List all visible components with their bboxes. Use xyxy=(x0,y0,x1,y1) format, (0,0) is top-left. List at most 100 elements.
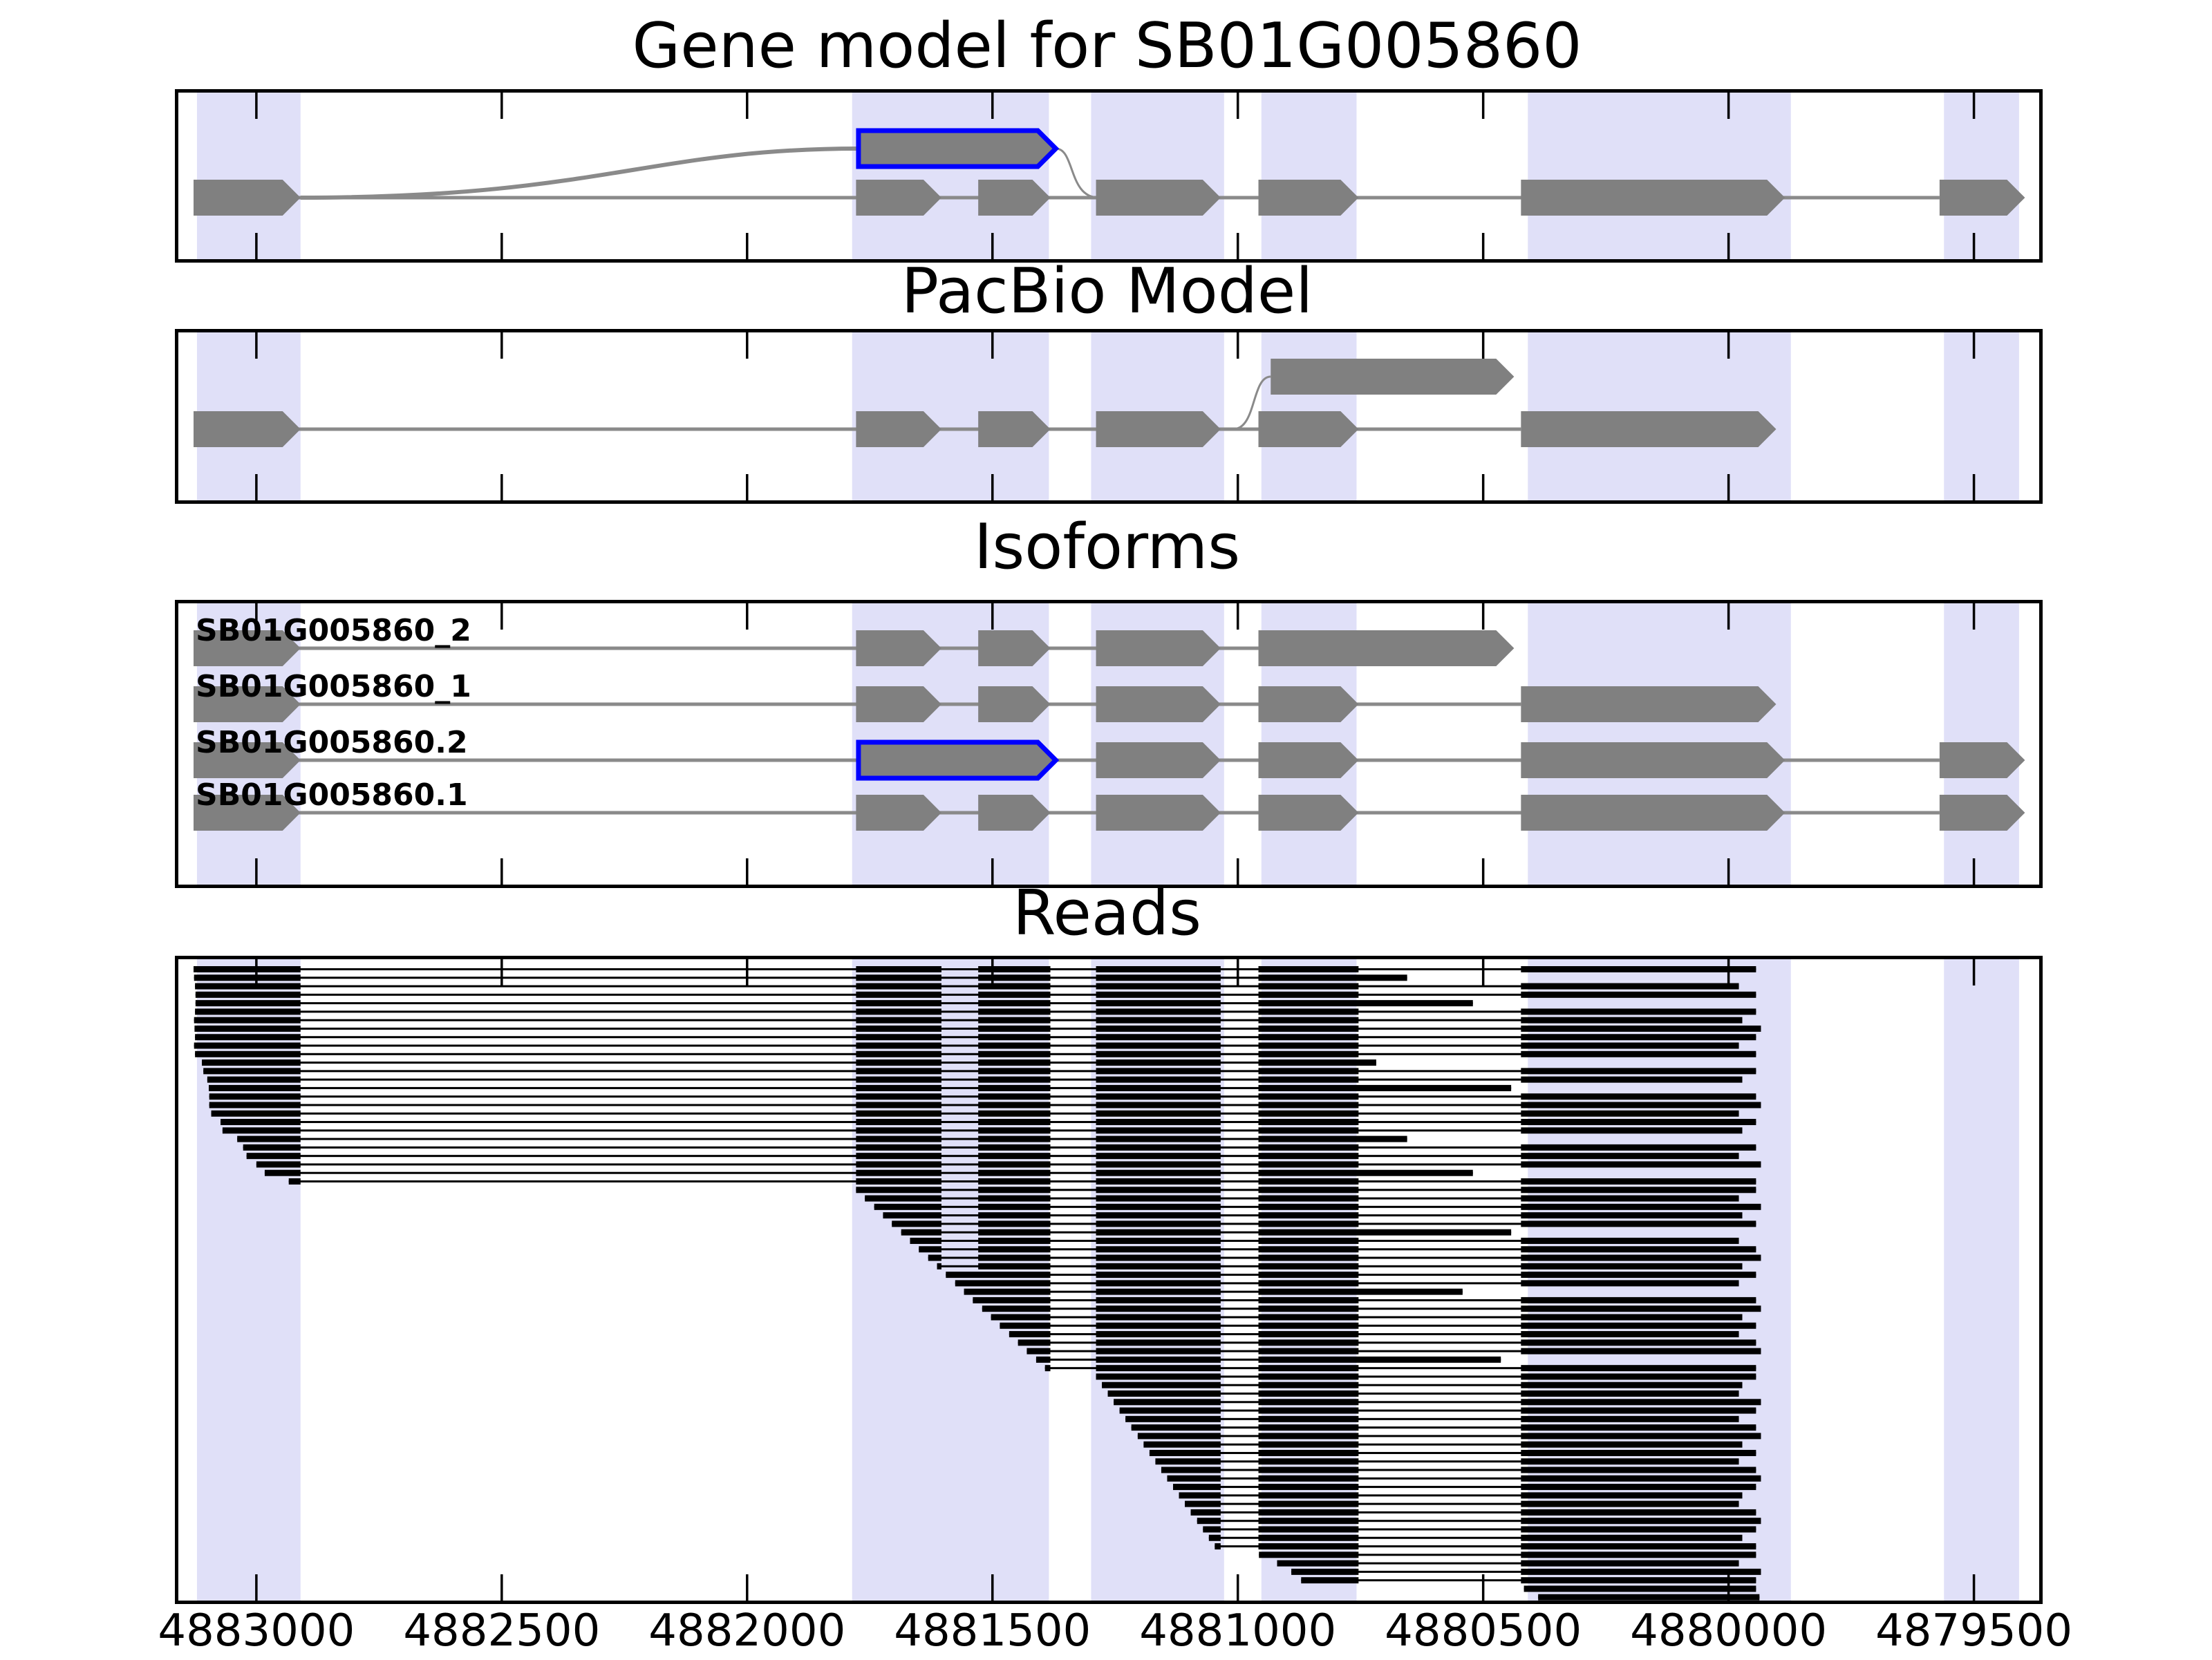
isoform-exon-D xyxy=(1096,742,1221,778)
isoform-label: SB01G005860.1 xyxy=(196,777,468,813)
read-intron-line xyxy=(1155,1460,1739,1463)
splice-curve-up xyxy=(1232,375,1271,431)
x-axis-tick-label: 4880000 xyxy=(1630,1605,1828,1657)
read xyxy=(288,1178,301,1185)
read xyxy=(1258,1076,1359,1083)
read xyxy=(1096,1153,1221,1160)
read xyxy=(1521,1025,1761,1032)
read-intron-line xyxy=(194,968,1756,970)
read xyxy=(1258,1263,1359,1270)
read xyxy=(1521,1441,1743,1448)
read xyxy=(1096,1288,1221,1295)
read xyxy=(978,1102,1051,1109)
read xyxy=(1301,1577,1359,1584)
read xyxy=(1258,1229,1512,1236)
read xyxy=(1258,983,1359,990)
read xyxy=(978,966,1051,972)
read xyxy=(222,1127,301,1134)
gene-model-panel xyxy=(175,89,2043,263)
read xyxy=(1521,1153,1739,1160)
isoform-exon-A xyxy=(194,795,301,831)
read xyxy=(1035,1356,1051,1363)
read xyxy=(1258,1119,1359,1126)
read xyxy=(978,1017,1051,1024)
read xyxy=(1258,991,1359,998)
read xyxy=(1521,1203,1761,1210)
read xyxy=(246,1153,301,1160)
read xyxy=(1521,1424,1756,1431)
read xyxy=(221,1119,301,1126)
read xyxy=(1258,1025,1359,1032)
read xyxy=(1521,1263,1743,1270)
read xyxy=(1258,1212,1359,1219)
read xyxy=(1258,1466,1359,1473)
read xyxy=(856,1008,941,1015)
read xyxy=(1521,1339,1756,1346)
exon-E xyxy=(1258,180,1359,216)
read xyxy=(1096,1000,1221,1007)
read xyxy=(1258,1484,1359,1491)
read-intron-line xyxy=(1107,1393,1739,1395)
read-intron-line xyxy=(194,977,1407,979)
highlight-band xyxy=(196,959,301,1601)
read xyxy=(973,1296,1051,1303)
read xyxy=(1258,966,1359,972)
read xyxy=(1258,1254,1359,1261)
exon-D xyxy=(1096,180,1221,216)
read xyxy=(1258,1365,1359,1372)
read xyxy=(1521,1492,1743,1499)
figure-title: Gene model for SB01G005860 xyxy=(632,10,1582,82)
read xyxy=(1521,1381,1743,1388)
read xyxy=(874,1203,941,1210)
isoform-exon-C xyxy=(978,630,1051,666)
read xyxy=(1258,1220,1359,1227)
exon-C xyxy=(978,411,1051,447)
read xyxy=(1521,1518,1761,1525)
read xyxy=(1258,1187,1359,1194)
read-intron-line xyxy=(195,1053,1756,1055)
read-intron-line xyxy=(237,1138,1407,1140)
read xyxy=(856,1127,941,1134)
read xyxy=(978,1000,1051,1007)
read xyxy=(991,1314,1051,1321)
read-intron-line xyxy=(1149,1451,1756,1454)
read xyxy=(1258,974,1407,981)
read xyxy=(856,1050,941,1057)
highlight-band xyxy=(1091,93,1224,259)
read xyxy=(978,1135,1051,1142)
read xyxy=(194,1042,301,1049)
read-intron-line xyxy=(1190,1511,1756,1513)
read xyxy=(1161,1466,1221,1473)
read xyxy=(1179,1492,1221,1499)
read xyxy=(1258,1178,1359,1185)
read xyxy=(1258,1296,1359,1303)
read xyxy=(1258,1008,1359,1015)
read xyxy=(1258,1288,1463,1295)
read xyxy=(1258,1331,1359,1338)
read xyxy=(1096,1203,1221,1210)
read xyxy=(203,1068,301,1075)
read xyxy=(1521,1415,1739,1422)
read xyxy=(978,1254,1051,1261)
read xyxy=(194,1025,301,1032)
read xyxy=(1258,1084,1512,1091)
read-intron-line xyxy=(1102,1384,1743,1386)
read xyxy=(928,1254,941,1261)
read xyxy=(1258,1059,1376,1066)
read xyxy=(883,1212,941,1219)
read xyxy=(978,1144,1051,1151)
read-intron-line xyxy=(1137,1435,1761,1437)
read xyxy=(1143,1441,1221,1448)
read xyxy=(1137,1433,1221,1440)
read xyxy=(1259,1551,1359,1558)
read xyxy=(1258,1246,1359,1253)
isoform-exon-B xyxy=(856,686,941,722)
isoform-exon-B xyxy=(856,795,941,831)
read-intron-line xyxy=(982,1308,1761,1310)
read xyxy=(978,983,1051,990)
read xyxy=(1096,1356,1221,1363)
read xyxy=(1521,1314,1743,1321)
read-intron-line xyxy=(1000,1324,1756,1327)
read-intron-line xyxy=(195,985,1739,988)
read xyxy=(1521,1466,1756,1473)
